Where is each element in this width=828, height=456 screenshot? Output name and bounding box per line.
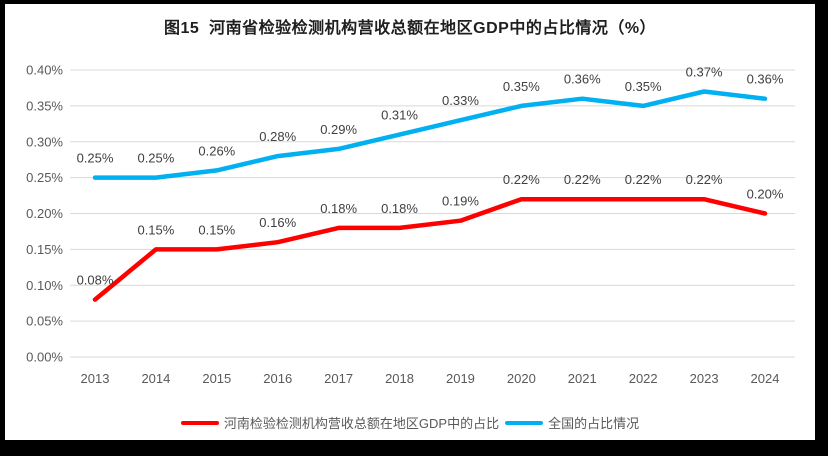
- data-label-series0: 0.16%: [259, 215, 296, 230]
- y-tick-label: 0.30%: [26, 134, 63, 149]
- data-label-series1: 0.25%: [137, 151, 174, 166]
- legend-label-henan: 河南检验检测机构营收总额在地区GDP中的占比: [223, 416, 500, 431]
- data-label-series0: 0.15%: [198, 222, 235, 237]
- series-line-0: [92, 196, 768, 302]
- data-label-series1: 0.31%: [381, 108, 418, 123]
- y-tick-label: 0.05%: [26, 314, 63, 329]
- data-label-series1: 0.28%: [259, 129, 296, 144]
- y-tick-label: 0.35%: [26, 98, 63, 113]
- legend-swatch-national-line: [505, 420, 544, 425]
- data-label-series0: 0.22%: [503, 172, 540, 187]
- data-label-series0: 0.22%: [686, 172, 723, 187]
- y-tick-label: 0.00%: [26, 350, 63, 365]
- data-label-series1: 0.26%: [198, 143, 235, 158]
- chart-title: 图15 河南省检验检测机构营收总额在地区GDP中的占比情况（%）: [163, 20, 657, 37]
- x-tick-label: 2014: [141, 371, 170, 386]
- legend-item-henan: 河南检验检测机构营收总额在地区GDP中的占比: [180, 413, 500, 432]
- data-label-series1: 0.29%: [320, 122, 357, 137]
- y-tick-label: 0.25%: [26, 170, 63, 185]
- series-line-1: [92, 89, 768, 180]
- x-tick-label: 2019: [446, 371, 475, 386]
- data-label-series0: 0.22%: [625, 172, 662, 187]
- data-label-series0: 0.19%: [442, 194, 479, 209]
- data-label-series0: 0.15%: [137, 222, 174, 237]
- data-label-series0: 0.22%: [564, 172, 601, 187]
- data-label-series1: 0.25%: [77, 151, 114, 166]
- y-tick-label: 0.40%: [26, 63, 63, 78]
- data-label-series1: 0.36%: [747, 72, 784, 87]
- x-tick-label: 2020: [507, 371, 536, 386]
- data-label-series0: 0.08%: [77, 273, 114, 288]
- x-tick-label: 2021: [568, 371, 597, 386]
- data-label-series1: 0.33%: [442, 93, 479, 108]
- x-tick-label: 2017: [324, 371, 353, 386]
- data-label-series1: 0.35%: [503, 79, 540, 94]
- data-label-series1: 0.35%: [625, 79, 662, 94]
- x-tick-label: 2022: [629, 371, 658, 386]
- chart-canvas: 图15 河南省检验检测机构营收总额在地区GDP中的占比情况（%） 0.00% 0.…: [5, 4, 815, 440]
- data-label-series1: 0.37%: [686, 65, 723, 80]
- legend: 河南检验检测机构营收总额在地区GDP中的占比 全国的占比情况: [5, 413, 815, 432]
- y-tick-label: 0.15%: [26, 242, 63, 257]
- legend-label-national: 全国的占比情况: [548, 416, 640, 431]
- x-tick-label: 2024: [751, 371, 780, 386]
- plot-area: 0.00% 0.05% 0.10% 0.15% 0.20% 0.25% 0.30% 0.35%…: [26, 63, 795, 386]
- legend-swatch-henan-line: [180, 420, 219, 425]
- x-tick-label: 2016: [263, 371, 292, 386]
- x-tick-label: 2015: [202, 371, 231, 386]
- data-label-series0: 0.18%: [320, 201, 357, 216]
- legend-item-national: 全国的占比情况: [505, 413, 639, 432]
- data-label-series0: 0.18%: [381, 201, 418, 216]
- data-label-series0: 0.20%: [747, 187, 784, 202]
- data-label-series1: 0.36%: [564, 72, 601, 87]
- y-tick-label: 0.20%: [26, 206, 63, 221]
- y-tick-label: 0.10%: [26, 278, 63, 293]
- x-tick-label: 2018: [385, 371, 414, 386]
- x-tick-label: 2013: [81, 371, 110, 386]
- x-tick-label: 2023: [690, 371, 719, 386]
